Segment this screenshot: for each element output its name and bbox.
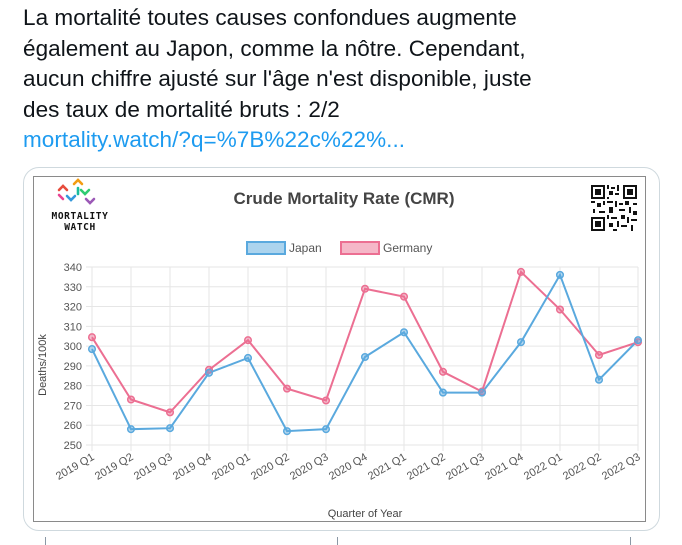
y-tick-label: 280 [64, 381, 82, 393]
logo-icon [57, 178, 96, 205]
data-point-germany [282, 384, 292, 393]
logo-text-line2: WATCH [64, 222, 96, 233]
data-point-japan [204, 368, 214, 377]
legend-label: Japan [289, 241, 322, 255]
x-axis-title: Quarter of Year [328, 508, 403, 520]
data-point-japan [360, 352, 370, 362]
y-tick-label: 330 [64, 282, 82, 294]
data-point-germany [399, 292, 409, 301]
data-point-germany [165, 408, 175, 417]
data-point-germany [360, 284, 370, 293]
tweet-text-line: aucun chiffre ajusté sur l'âge n'est dis… [23, 66, 532, 91]
y-axis-title: Deaths/100k [37, 334, 49, 396]
data-point-germany [87, 333, 97, 342]
data-point-japan [555, 270, 565, 279]
y-tick-label: 270 [64, 400, 82, 412]
data-point-japan [243, 353, 253, 363]
chart-legend: Japan Germany [246, 241, 432, 255]
x-tick-label: 2022 Q2 [561, 451, 604, 482]
chart-series [87, 267, 643, 436]
y-axis-ticks: 250 260 270 280 290 300 310 320 330 340 [64, 262, 82, 452]
data-point-japan [321, 425, 331, 434]
reply-icon[interactable] [45, 537, 46, 545]
data-point-japan [87, 345, 97, 354]
y-tick-label: 300 [64, 341, 82, 353]
y-tick-label: 290 [64, 361, 82, 373]
data-point-japan [282, 427, 292, 436]
data-point-japan [126, 425, 136, 434]
data-point-germany [243, 336, 253, 345]
series-line-japan [91, 272, 639, 433]
chart-grid [86, 266, 639, 451]
tweet-text: La mortalité toutes causes confondues au… [23, 3, 663, 156]
x-tick-label: 2020 Q2 [249, 451, 292, 482]
data-point-japan [438, 388, 448, 397]
data-point-germany [438, 367, 448, 376]
legend-label: Germany [383, 241, 432, 255]
chart-image: MORTALITY WATCH Crude Mortal [33, 176, 646, 522]
data-point-japan [516, 338, 526, 347]
data-point-japan [477, 388, 487, 397]
x-tick-label: 2022 Q3 [600, 451, 643, 482]
y-tick-label: 320 [64, 302, 82, 314]
x-tick-label: 2019 Q4 [171, 451, 214, 482]
x-tick-label: 2021 Q4 [483, 451, 526, 482]
mortality-watch-logo: MORTALITY WATCH [34, 177, 124, 237]
y-tick-label: 250 [64, 440, 82, 452]
legend-swatch [246, 241, 286, 255]
y-tick-label: 260 [64, 420, 82, 432]
tweet-link[interactable]: mortality.watch/?q=%7B%22c%22%... [23, 127, 406, 152]
y-tick-label: 340 [64, 262, 82, 274]
chart-title: Crude Mortality Rate (CMR) [233, 189, 454, 208]
y-tick-label: 310 [64, 321, 82, 333]
tweet-text-line: également au Japon, comme la nôtre. Cepe… [23, 35, 526, 61]
tweet-text-line: des taux de mortalité bruts : 2/2 [23, 96, 340, 122]
qr-code-icon [591, 185, 637, 231]
x-tick-label: 2019 Q2 [93, 451, 136, 482]
x-tick-label: 2020 Q3 [288, 451, 331, 482]
tweet-action-bar [0, 533, 682, 545]
x-tick-label: 2020 Q4 [327, 451, 370, 482]
line-chart: Crude Mortality Rate (CMR) Japan Germany … [37, 189, 643, 520]
data-point-germany [321, 396, 331, 405]
data-point-japan [165, 424, 175, 433]
data-point-japan [399, 328, 409, 337]
tweet-media-card[interactable]: MORTALITY WATCH Crude Mortal [23, 167, 660, 531]
legend-swatch [340, 241, 380, 255]
x-tick-label: 2021 Q2 [405, 451, 448, 482]
retweet-icon[interactable] [337, 537, 338, 545]
data-point-germany [126, 395, 136, 404]
x-tick-label: 2019 Q3 [132, 451, 175, 482]
x-tick-label: 2019 Q1 [54, 451, 97, 482]
data-point-germany [594, 350, 604, 360]
x-tick-label: 2022 Q1 [522, 451, 565, 482]
tweet-text-line: La mortalité toutes causes confondues au… [23, 5, 517, 30]
data-point-germany [516, 267, 526, 276]
data-point-germany [555, 305, 565, 314]
logo-text-line1: MORTALITY [51, 211, 109, 222]
x-tick-label: 2020 Q1 [210, 451, 253, 482]
data-point-japan [633, 336, 643, 345]
share-icon[interactable] [630, 537, 631, 545]
x-tick-label: 2021 Q3 [444, 451, 487, 482]
data-point-japan [594, 375, 604, 384]
x-tick-label: 2021 Q1 [366, 451, 409, 482]
